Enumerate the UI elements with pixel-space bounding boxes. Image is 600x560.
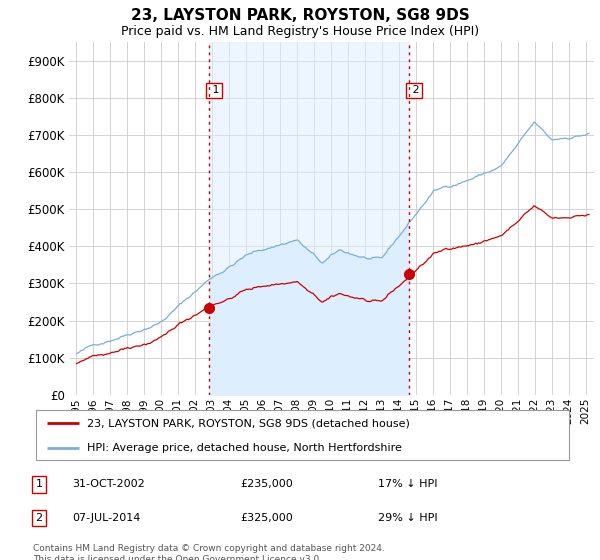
- Bar: [209, 42, 409, 395]
- FancyBboxPatch shape: [36, 410, 569, 460]
- Text: 29% ↓ HPI: 29% ↓ HPI: [378, 513, 437, 523]
- Text: Price paid vs. HM Land Registry's House Price Index (HPI): Price paid vs. HM Land Registry's House …: [121, 25, 479, 38]
- Text: 31-OCT-2002: 31-OCT-2002: [72, 479, 145, 489]
- Text: 1: 1: [209, 85, 220, 95]
- Text: 23, LAYSTON PARK, ROYSTON, SG8 9DS: 23, LAYSTON PARK, ROYSTON, SG8 9DS: [131, 8, 469, 24]
- Text: Contains HM Land Registry data © Crown copyright and database right 2024.
This d: Contains HM Land Registry data © Crown c…: [33, 544, 385, 560]
- Text: 2: 2: [35, 513, 43, 523]
- Text: £235,000: £235,000: [240, 479, 293, 489]
- Text: HPI: Average price, detached house, North Hertfordshire: HPI: Average price, detached house, Nort…: [87, 442, 402, 452]
- Text: 17% ↓ HPI: 17% ↓ HPI: [378, 479, 437, 489]
- Text: 07-JUL-2014: 07-JUL-2014: [72, 513, 140, 523]
- Text: 1: 1: [35, 479, 43, 489]
- Text: 23, LAYSTON PARK, ROYSTON, SG8 9DS (detached house): 23, LAYSTON PARK, ROYSTON, SG8 9DS (deta…: [87, 418, 410, 428]
- Text: 2: 2: [409, 85, 419, 95]
- Text: £325,000: £325,000: [240, 513, 293, 523]
